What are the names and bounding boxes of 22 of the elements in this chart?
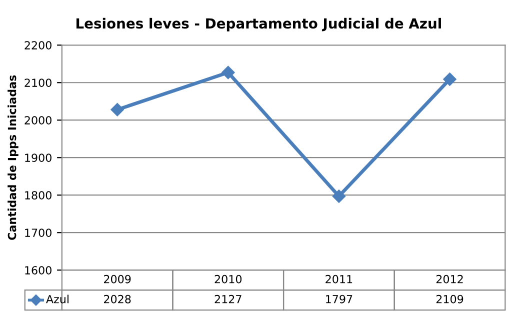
y-tick-label: 2100 — [24, 78, 52, 87]
point — [443, 72, 456, 86]
data-label: 1797 — [326, 294, 352, 304]
point — [110, 103, 124, 116]
y-axis-title: Cantidad de Ipps Iniciadas — [8, 75, 18, 240]
x-tick-label: 2009 — [104, 274, 131, 284]
x-tick-label: 2011 — [326, 274, 352, 284]
y-tick-label: 1800 — [25, 191, 52, 200]
data-label: 2127 — [214, 294, 242, 304]
y-tick-label: 1700 — [25, 228, 52, 237]
legend-label: Azul — [46, 294, 68, 304]
data-label: 2109 — [436, 294, 464, 304]
y-tick-label: 2000 — [24, 116, 52, 124]
x-tick-label: 2012 — [436, 274, 463, 284]
y-tick-label: 1900 — [25, 154, 52, 162]
y-tick-label: 2200 — [24, 41, 52, 50]
data-label: 2028 — [104, 294, 131, 304]
x-tick-label: 2010 — [214, 274, 242, 284]
point — [222, 66, 235, 80]
y-tick-label: 1600 — [25, 266, 52, 274]
chart-title: Lesiones leves - Departamento Judicial de Azul — [76, 18, 441, 32]
point — [332, 190, 346, 203]
